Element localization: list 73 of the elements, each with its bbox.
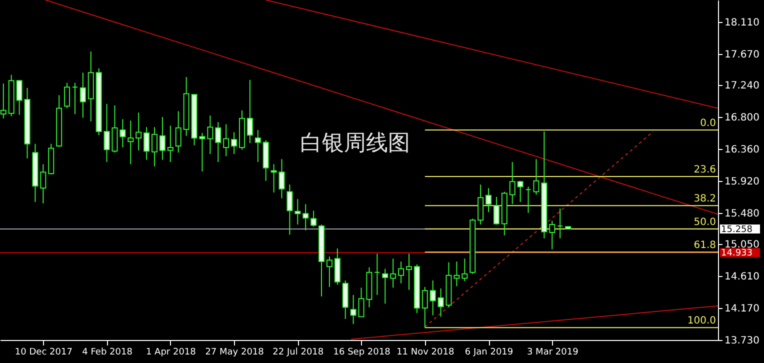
candlestick [207,115,214,155]
candlestick [525,186,532,214]
x-tick-label: 11 Nov 2018 [396,348,454,358]
candlestick [80,72,86,118]
x-tick-label: 16 Sep 2018 [333,348,391,358]
candlestick [462,258,468,282]
candlestick [334,248,340,286]
candlestick [136,112,142,151]
x-tick-label: 10 Dec 2017 [14,348,72,358]
candlestick [549,220,556,250]
candlestick [286,184,293,236]
candlestick [215,122,222,163]
series-label: 100.0 [687,316,716,327]
candlestick [398,261,404,284]
candlestick [152,126,158,167]
candlestick [406,253,412,290]
candlestick [478,184,484,225]
x-tick-label: 22 Jul 2018 [272,348,324,358]
candlestick [390,258,396,288]
y-tick-label: 13.730 [724,336,760,346]
candlestick [223,124,230,157]
candlestick [533,158,540,196]
y-tick-label: 14.610 [724,272,760,283]
y-tick-label: 17.670 [724,49,760,60]
candlestick [422,286,428,328]
text: 白银周线图 [300,131,410,156]
y-tick-label: 17.240 [724,80,760,92]
x-tick-label: 27 May 2018 [205,348,264,358]
y-tick-label: 16.800 [724,112,760,124]
y-tick-label: 15.920 [724,176,760,188]
candlestick [246,79,253,144]
candlestick [128,120,134,165]
candlestick [16,79,22,116]
ref-line-label: 15.258 [721,224,753,235]
candlestick [350,294,356,325]
x-tick-label: 1 Apr 2018 [146,348,196,358]
candlestick [509,162,516,205]
candlestick [382,268,388,304]
ref-line-label: 14.933 [721,248,752,259]
candlestick [72,82,78,115]
series-label: 23.6 [694,164,716,176]
x-tick-label: 4 Feb 2018 [82,348,133,358]
candlestick [310,210,317,228]
candlestick [374,253,380,296]
candlestick [144,126,150,160]
candlestick [326,256,332,288]
candlestick [167,125,174,163]
candlestick [254,130,261,163]
x-tick-label: 3 Mar 2019 [526,348,579,358]
series-label: 38.2 [694,194,716,205]
candlestick [64,82,70,109]
candlestick [438,288,444,318]
candlestick [342,280,348,320]
x-tick-label: 6 Jan 2019 [464,348,514,358]
y-tick-label: 18.110 [724,17,760,28]
candlestick [159,116,166,160]
y-tick-label: 16.360 [724,144,760,156]
candlestick [493,196,500,225]
candlestick [517,180,524,202]
candlestick [302,204,309,231]
series-label: 61.8 [694,240,716,252]
candlestick [430,280,436,316]
series-label: 50.0 [694,216,716,228]
candlestick [120,118,126,148]
candlestick [557,208,564,239]
y-tick-label: 14.170 [724,304,760,315]
candlestick [175,110,182,154]
y-tick-label: 15.480 [724,208,760,220]
candlestick [486,188,492,213]
candlestick [40,164,46,204]
candlestick [231,132,238,155]
series-label: 0.0 [700,118,716,130]
candlestick [294,198,301,225]
